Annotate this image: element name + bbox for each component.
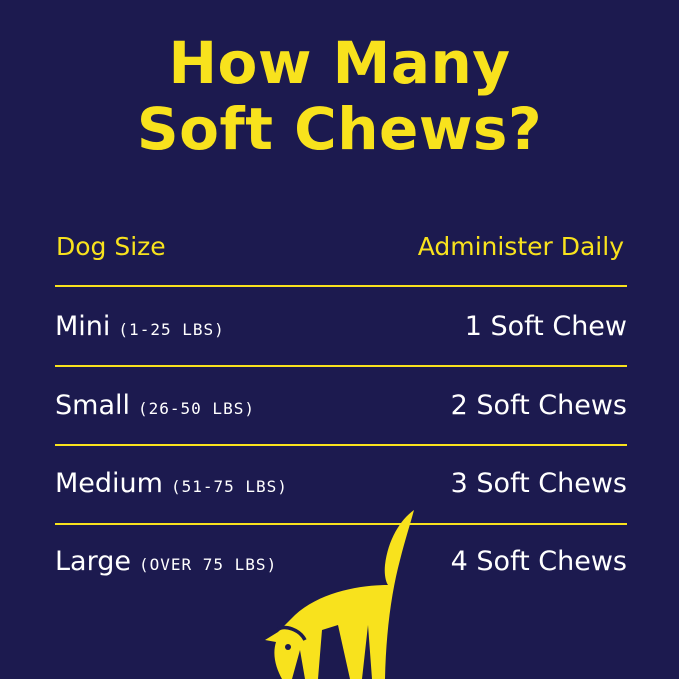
weight-range: (OVER 75 LBS) (138, 555, 278, 574)
dose: 3 Soft Chews (450, 468, 627, 499)
size-label: Medium (55, 468, 163, 499)
dose: 1 Soft Chew (464, 311, 627, 342)
dose: 4 Soft Chews (450, 546, 627, 577)
table-row: Large (OVER 75 LBS) 4 Soft Chews (55, 537, 627, 577)
divider (55, 365, 627, 367)
divider (55, 523, 627, 525)
dog-size: Large (OVER 75 LBS) (55, 546, 277, 577)
dog-size: Mini (1-25 LBS) (55, 311, 225, 342)
table-row: Small (26-50 LBS) 2 Soft Chews (55, 381, 627, 421)
size-label: Mini (55, 311, 111, 342)
divider (55, 285, 627, 287)
divider (55, 444, 627, 446)
dose: 2 Soft Chews (450, 390, 627, 421)
table-row: Medium (51-75 LBS) 3 Soft Chews (55, 459, 627, 499)
column-header-size: Dog Size (56, 232, 166, 261)
dog-size: Small (26-50 LBS) (55, 390, 255, 421)
size-label: Large (55, 546, 131, 577)
title-line-2: Soft Chews? (136, 95, 543, 163)
size-label: Small (55, 390, 130, 421)
weight-range: (51-75 LBS) (170, 477, 288, 496)
weight-range: (1-25 LBS) (118, 320, 225, 339)
column-header-dose: Administer Daily (417, 232, 624, 261)
page-title: How Many Soft Chews? (0, 30, 679, 162)
table-row: Mini (1-25 LBS) 1 Soft Chew (55, 302, 627, 342)
weight-range: (26-50 LBS) (138, 399, 255, 418)
title-line-1: How Many (168, 29, 511, 97)
dog-size: Medium (51-75 LBS) (55, 468, 288, 499)
